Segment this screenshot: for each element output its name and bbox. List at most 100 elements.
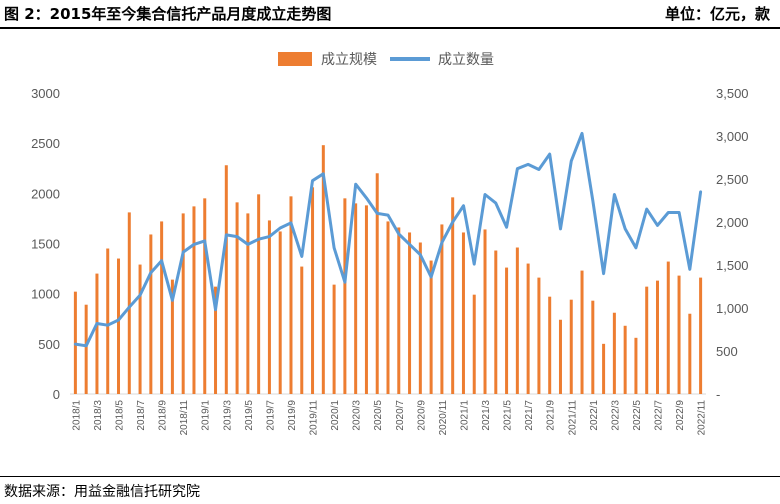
x-tick-label: 2020/7 (395, 400, 406, 431)
bar-2022/2 (602, 343, 606, 394)
y-left-tick-label: 3000 (31, 86, 60, 101)
x-tick-label: 2022/11 (697, 400, 708, 436)
x-tick-label: 2019/7 (265, 400, 276, 431)
bar-2018/9 (160, 221, 164, 394)
x-tick-label: 2018/5 (115, 400, 126, 431)
bar-2019/5 (246, 213, 250, 394)
bar-2018/7 (138, 264, 142, 394)
bar-2020/3 (354, 203, 358, 394)
y-axis-left: 0 500 1000 1500 2000 2500 3000 (31, 86, 60, 402)
x-tick-label: 2022/1 (589, 400, 600, 431)
legend-line-label: 成立数量 (438, 52, 494, 68)
bar-2018/2 (84, 304, 88, 394)
bar-2019/9 (289, 196, 293, 394)
x-tick-label: 2022/3 (610, 400, 621, 431)
x-tick-label: 2020/1 (330, 400, 341, 431)
bar-2022/1 (591, 300, 595, 394)
bar-2020/12 (451, 197, 455, 394)
source-note: 数据来源：用益金融信托研究院 (4, 484, 200, 500)
x-tick-label: 2018/1 (71, 400, 82, 431)
bar-2021/3 (483, 229, 487, 394)
bar-2022/3 (612, 312, 616, 394)
y-left-tick-label: 0 (53, 387, 60, 402)
bar-2021/2 (472, 294, 476, 394)
x-tick-label: 2018/7 (136, 400, 147, 431)
bar-2020/6 (386, 221, 390, 394)
x-tick-label: 2019/3 (222, 400, 233, 431)
line-series (73, 131, 703, 348)
bar-2020/8 (408, 232, 412, 394)
bar-2020/2 (343, 198, 347, 394)
top-divider (0, 27, 780, 29)
x-axis-ticks: 2018/1 2018/3 2018/5 2018/7 2018/9 2018/11 201… (71, 400, 707, 436)
bar-2018/11 (181, 213, 185, 394)
bar-2019/8 (278, 231, 282, 394)
bar-2022/5 (634, 337, 638, 394)
bar-2021/4 (494, 250, 498, 394)
x-tick-label: 2018/11 (179, 400, 190, 436)
bar-2022/11 (699, 277, 703, 394)
bar-2022/7 (655, 280, 659, 394)
bar-2022/9 (677, 275, 681, 394)
y-right-tick-label: 2,500 (716, 172, 749, 187)
x-tick-label: 2020/5 (373, 400, 384, 431)
bar-2021/5 (505, 267, 509, 394)
x-tick-label: 2020/3 (352, 400, 363, 431)
bar-2020/9 (418, 242, 422, 394)
y-left-tick-label: 1500 (31, 237, 60, 252)
bar-2021/9 (548, 296, 552, 394)
bar-2019/10 (300, 266, 304, 394)
bar-2021/11 (569, 299, 573, 394)
bar-series (73, 145, 703, 394)
bar-2019/6 (257, 194, 261, 394)
y-right-tick-label: 2,000 (716, 215, 749, 230)
y-axis-right: - 500 1,000 1,500 2,000 2,500 3,000 3,500 (716, 86, 749, 402)
x-tick-label: 2021/1 (459, 400, 470, 431)
bar-2018/6 (127, 212, 131, 394)
y-right-tick-label: 1,500 (716, 258, 749, 273)
y-right-tick-label: - (716, 387, 720, 402)
bar-2021/8 (537, 277, 541, 394)
x-tick-label: 2021/9 (546, 400, 557, 431)
count-line (73, 131, 703, 348)
bar-2019/3 (224, 165, 228, 394)
bar-2019/11 (311, 187, 315, 394)
bar-2022/6 (645, 286, 649, 394)
y-right-tick-label: 1,000 (716, 301, 749, 316)
bar-2020/5 (375, 173, 379, 394)
bar-2020/1 (332, 284, 336, 394)
x-tick-label: 2020/9 (416, 400, 427, 431)
x-tick-label: 2022/5 (632, 400, 643, 431)
bar-2018/3 (95, 273, 99, 394)
bar-2019/4 (235, 202, 239, 394)
bar-2021/1 (461, 232, 465, 394)
y-left-tick-label: 500 (38, 337, 60, 352)
x-tick-label: 2021/7 (524, 400, 535, 431)
y-right-tick-label: 500 (716, 344, 738, 359)
bar-2022/8 (666, 261, 670, 394)
bar-2018/10 (170, 279, 174, 394)
bar-2021/6 (515, 247, 519, 394)
bar-2020/4 (364, 205, 368, 394)
y-left-tick-label: 2500 (31, 136, 60, 151)
bottom-divider (0, 476, 780, 477)
x-tick-label: 2018/3 (93, 400, 104, 431)
x-tick-label: 2021/11 (567, 400, 578, 436)
figure-title: 图 2：2015年至今集合信托产品月度成立走势图 (4, 5, 332, 23)
y-right-tick-label: 3,500 (716, 86, 749, 101)
x-tick-label: 2019/5 (244, 400, 255, 431)
bar-2018/8 (149, 234, 153, 394)
chart-area: 成立规模 成立数量 0 500 1000 1500 2000 2500 3000 - 500 1… (31, 52, 749, 436)
legend: 成立规模 成立数量 (278, 52, 494, 68)
bar-2020/10 (429, 260, 433, 394)
unit-label: 单位：亿元，款 (664, 5, 770, 23)
bar-2021/12 (580, 270, 584, 394)
x-tick-label: 2022/7 (653, 400, 664, 431)
bar-2019/1 (203, 198, 207, 394)
legend-bar-label: 成立规模 (321, 52, 377, 68)
x-tick-label: 2019/1 (201, 400, 212, 431)
x-tick-label: 2021/5 (503, 400, 514, 431)
bar-2022/10 (688, 313, 692, 394)
y-right-tick-label: 3,000 (716, 129, 749, 144)
x-tick-label: 2018/9 (158, 400, 169, 431)
